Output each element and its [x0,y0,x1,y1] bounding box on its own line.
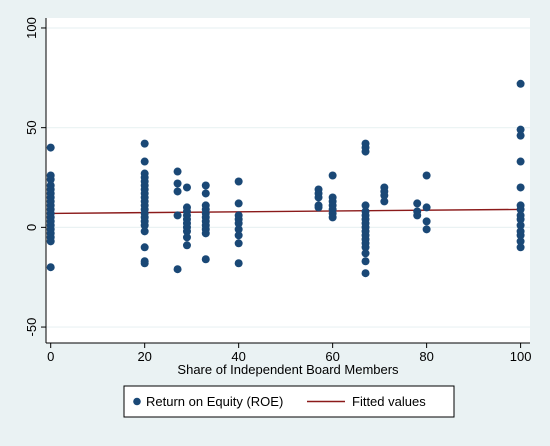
roe-data-point [516,205,525,214]
x-tick-label: 80 [419,349,433,364]
y-tick-label: 0 [24,224,39,231]
roe-data-point [314,193,323,202]
roe-data-point [361,147,370,156]
roe-data-point [140,221,149,230]
roe-data-point [516,231,525,240]
roe-data-point [140,157,149,166]
y-tick-label: -50 [24,318,39,337]
roe-data-point [182,227,191,236]
roe-data-point [422,171,431,180]
roe-data-point [413,211,422,220]
roe-data-point [46,175,55,184]
roe-data-point [361,249,370,258]
roe-data-point [140,227,149,236]
roe-data-point [234,177,243,186]
plot-area [46,18,530,343]
legend-label-roe: Return on Equity (ROE) [146,394,283,409]
legend-marker-roe [133,397,141,406]
y-tick-label: 50 [24,120,39,134]
roe-data-point [361,269,370,278]
roe-data-point [234,219,243,228]
roe-data-point [173,167,182,176]
roe-data-point [234,225,243,234]
roe-data-point [516,221,525,230]
x-tick-label: 0 [47,349,54,364]
roe-data-point [516,237,525,246]
roe-data-point [422,225,431,234]
roe-data-point [234,259,243,268]
x-tick-label: 20 [137,349,151,364]
roe-data-point [140,243,149,252]
roe-data-point [201,255,210,264]
data-points [46,79,525,278]
roe-data-point [182,241,191,250]
x-tick-label: 100 [510,349,532,364]
roe-data-point [234,199,243,208]
roe-data-point [173,265,182,274]
roe-data-point [516,125,525,134]
x-tick-label: 40 [231,349,245,364]
x-axis-title: Share of Independent Board Members [177,362,399,377]
roe-data-point [516,215,525,224]
roe-data-point [234,239,243,248]
roe-data-point [361,201,370,210]
roe-data-point [380,197,389,206]
roe-data-point [328,171,337,180]
roe-data-point [46,143,55,152]
roe-data-point [201,229,210,238]
roe-data-point [516,79,525,88]
y-tick-label: 100 [24,17,39,39]
x-tick-label: 60 [325,349,339,364]
fitted-values-line [50,208,521,215]
roe-data-point [201,189,210,198]
roe-data-point [314,203,323,212]
roe-data-point [516,183,525,192]
legend-box [123,385,455,418]
roe-data-point [516,157,525,166]
roe-data-point [361,257,370,266]
roe-data-point [516,131,525,140]
roe-data-point [516,243,525,252]
roe-data-point [173,187,182,196]
roe-data-point [422,203,431,212]
roe-data-point [422,217,431,226]
roe-data-point [173,179,182,188]
roe-data-point [46,263,55,272]
grid-lines [46,27,530,328]
roe-data-point [201,181,210,190]
roe-data-point [234,231,243,240]
roe-data-point [182,183,191,192]
legend: Return on Equity (ROE) Fitted values [123,385,455,418]
roe-data-point [46,237,55,246]
roe-data-point [173,211,182,220]
roe-data-point [182,233,191,242]
roe-data-point [140,259,149,268]
roe-data-point [328,213,337,222]
roe-data-point [380,191,389,200]
roe-data-point [413,199,422,208]
legend-label-fitted: Fitted values [352,394,426,409]
y-axis-ticks: -50 0 50 100 [24,17,46,336]
x-axis-ticks: 0 20 40 60 80 100 [47,343,531,364]
roe-data-point [140,139,149,148]
roe-data-point [361,243,370,252]
fit-line-group [50,208,521,215]
